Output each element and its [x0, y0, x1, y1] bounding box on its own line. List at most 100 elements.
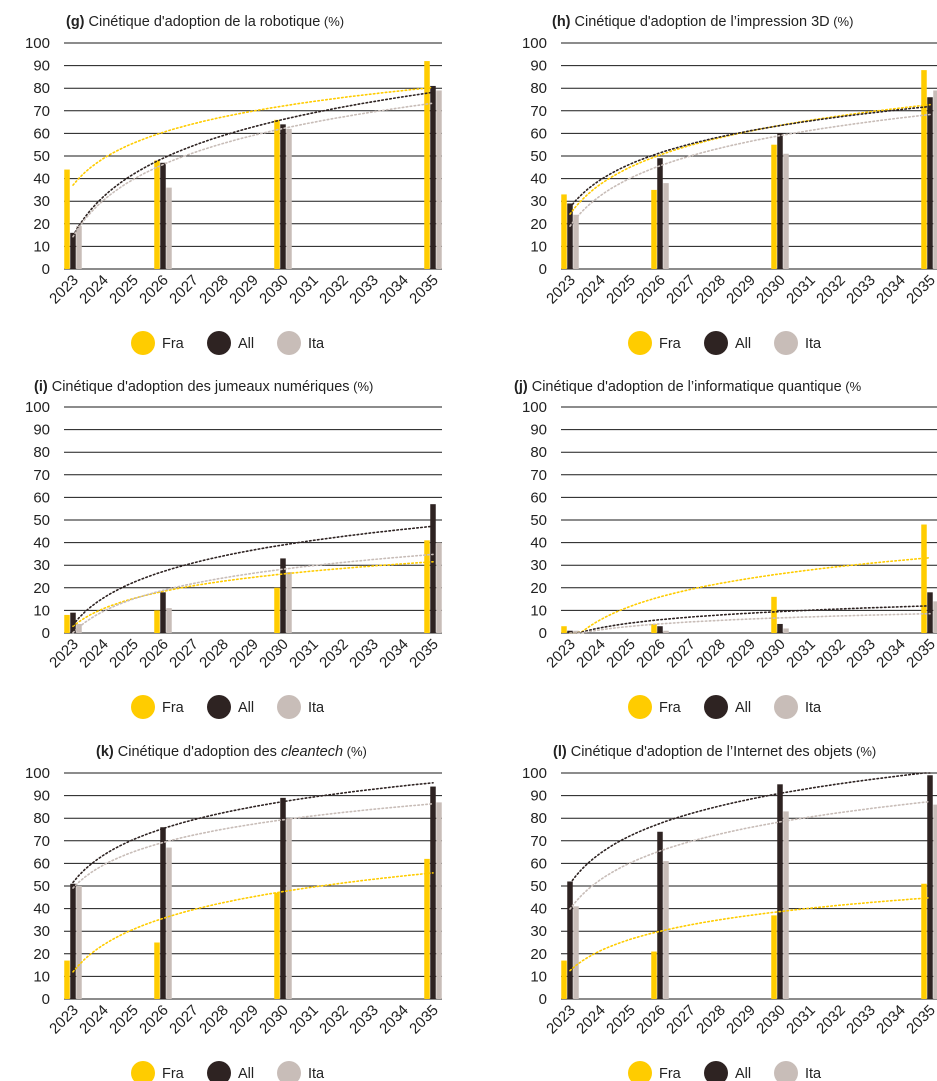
chart-title: (h) Cinétique d'adoption de l’impression…: [552, 14, 853, 30]
legend-label-all: All: [238, 700, 254, 716]
bar-ita: [783, 811, 789, 999]
x-tick-label: 2027: [166, 636, 202, 672]
y-tick-label: 90: [530, 788, 547, 805]
bar-fra: [561, 194, 567, 269]
bar-ita: [933, 90, 937, 270]
chart-title-suffix: (%): [830, 14, 854, 29]
y-tick-label: 40: [33, 171, 50, 188]
bar-fra: [921, 70, 927, 270]
x-tick-label: 2028: [196, 636, 232, 672]
y-tick-label: 60: [530, 855, 547, 872]
legend-swatch-all: [207, 1061, 231, 1081]
y-tick-label: 50: [33, 512, 50, 529]
legend-swatch-ita: [774, 695, 798, 719]
bar-ita: [76, 623, 82, 633]
legend-label-fra: Fra: [659, 1066, 682, 1081]
chart-panel-i: (i) Cinétique d'adoption des jumeaux num…: [25, 379, 442, 719]
chart-title-suffix: (%): [852, 744, 876, 759]
x-tick-label: 2027: [663, 636, 699, 672]
bar-ita: [166, 608, 172, 633]
x-tick-label: 2029: [723, 1002, 759, 1038]
y-tick-label: 70: [530, 467, 547, 484]
trendline-fra: [72, 561, 434, 628]
y-tick-label: 50: [530, 878, 547, 895]
y-tick-label: 80: [33, 80, 50, 97]
chart-title: (g) Cinétique d'adoption de la robotique…: [66, 14, 344, 30]
x-tick-label: 2035: [406, 636, 442, 672]
bar-fra: [154, 160, 160, 269]
x-tick-label: 2028: [693, 272, 729, 308]
y-tick-label: 40: [530, 171, 547, 188]
chart-title: (k) Cinétique d'adoption des cleantech (…: [96, 744, 367, 760]
y-tick-label: 20: [33, 580, 50, 597]
x-tick-label: 2035: [406, 1002, 442, 1038]
bar-fra: [424, 858, 430, 999]
bar-fra: [771, 596, 777, 633]
x-tick-label: 2026: [136, 1002, 172, 1038]
x-tick-label: 2032: [813, 1002, 849, 1038]
x-tick-label: 2023: [543, 272, 579, 308]
chart-panel-h: (h) Cinétique d'adoption de l’impression…: [522, 14, 937, 355]
x-tick-label: 2024: [76, 1002, 112, 1038]
chart-title-suffix: (%): [320, 14, 344, 29]
y-tick-label: 0: [42, 261, 50, 278]
y-tick-label: 50: [530, 148, 547, 165]
x-tick-label: 2031: [783, 272, 819, 308]
x-tick-label: 2030: [753, 636, 789, 672]
y-tick-label: 80: [33, 444, 50, 461]
x-tick-label: 2029: [723, 636, 759, 672]
y-tick-label: 0: [539, 261, 547, 278]
chart-title-suffix: (%): [350, 379, 374, 394]
y-tick-label: 80: [33, 810, 50, 827]
y-tick-label: 0: [539, 625, 547, 642]
y-tick-label: 10: [530, 602, 547, 619]
x-tick-label: 2024: [76, 636, 112, 672]
y-tick-label: 60: [33, 125, 50, 142]
y-tick-label: 50: [530, 512, 547, 529]
x-tick-label: 2033: [346, 272, 382, 308]
bar-ita: [286, 128, 292, 269]
y-tick-label: 30: [530, 923, 547, 940]
x-tick-label: 2032: [813, 636, 849, 672]
x-tick-label: 2027: [166, 272, 202, 308]
bar-fra: [154, 942, 160, 999]
y-tick-label: 10: [530, 238, 547, 255]
x-tick-label: 2025: [603, 272, 639, 308]
x-tick-label: 2034: [376, 1002, 412, 1038]
chart-title-text: Cinétique d'adoption de la robotique: [89, 14, 321, 30]
y-tick-label: 70: [33, 833, 50, 850]
chart-panel-j: (j) Cinétique d'adoption de l’informatiq…: [514, 379, 937, 719]
x-tick-label: 2029: [226, 1002, 262, 1038]
bar-ita: [933, 601, 937, 633]
y-tick-label: 90: [33, 422, 50, 439]
chart-title-italic: cleantech: [277, 744, 343, 760]
y-tick-label: 80: [530, 80, 547, 97]
bar-ita: [76, 226, 82, 269]
y-tick-label: 0: [42, 991, 50, 1008]
x-tick-label: 2032: [316, 1002, 352, 1038]
bar-all: [777, 133, 783, 269]
bar-all: [430, 504, 436, 633]
y-tick-label: 100: [522, 399, 547, 416]
bar-all: [927, 775, 933, 999]
legend-label-fra: Fra: [659, 336, 682, 352]
legend-label-fra: Fra: [162, 1066, 185, 1081]
y-tick-label: 100: [522, 35, 547, 52]
x-tick-label: 2026: [136, 272, 172, 308]
x-tick-label: 2027: [166, 1002, 202, 1038]
y-tick-label: 20: [33, 946, 50, 963]
bar-fra: [651, 623, 657, 633]
x-tick-label: 2031: [286, 636, 322, 672]
chart-title-text: Cinétique d'adoption des: [118, 744, 277, 760]
bar-fra: [64, 960, 70, 999]
legend-swatch-fra: [131, 695, 155, 719]
legend-label-ita: Ita: [308, 1066, 325, 1081]
trendline-all: [72, 91, 434, 237]
legend-label-all: All: [238, 1066, 254, 1081]
y-tick-label: 20: [530, 580, 547, 597]
bar-fra: [154, 610, 160, 633]
y-tick-label: 0: [42, 625, 50, 642]
bar-all: [70, 232, 76, 269]
x-tick-label: 2035: [903, 272, 937, 308]
bar-fra: [921, 524, 927, 633]
